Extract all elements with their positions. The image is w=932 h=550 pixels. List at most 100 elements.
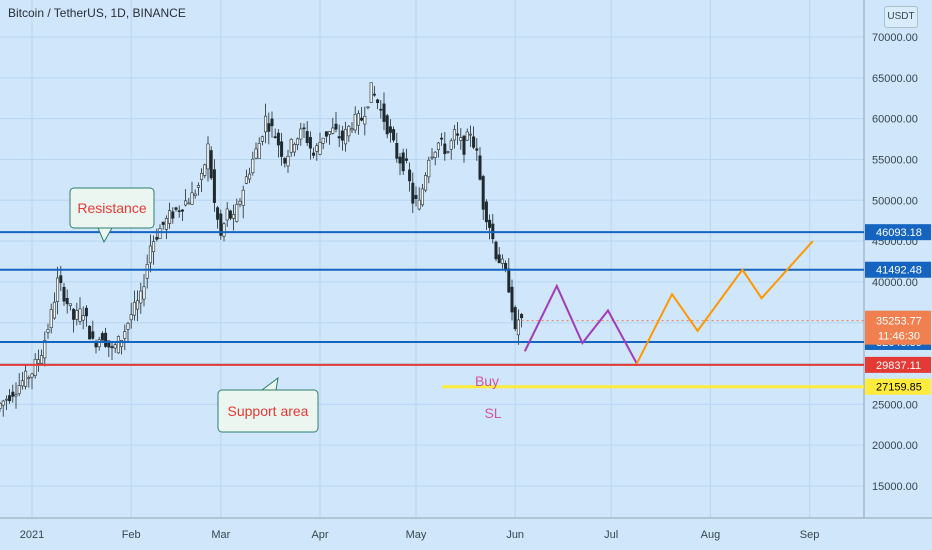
candle-body bbox=[241, 189, 245, 206]
candle-body bbox=[152, 241, 156, 253]
candle-body bbox=[328, 131, 332, 135]
candle-body bbox=[78, 308, 82, 322]
x-tick-label: Sep bbox=[800, 529, 820, 541]
projection-path-orange bbox=[635, 240, 814, 364]
candle-body bbox=[312, 152, 316, 156]
candle-body bbox=[363, 115, 367, 125]
candle-body bbox=[520, 313, 524, 319]
candle-body bbox=[443, 143, 447, 155]
candle-body bbox=[424, 175, 428, 191]
x-tick-label: May bbox=[406, 529, 427, 541]
y-tick-label: 15000.00 bbox=[872, 481, 918, 493]
callout-text: Support area bbox=[228, 403, 309, 419]
candle-body bbox=[110, 346, 114, 349]
price-level-label: 27159.85 bbox=[876, 382, 922, 394]
x-tick-label: Feb bbox=[122, 529, 141, 541]
candle-body bbox=[155, 237, 159, 240]
annotation-callout: Support area bbox=[217, 376, 319, 433]
candle-body bbox=[436, 142, 440, 151]
candle-body bbox=[334, 123, 338, 130]
candle-body bbox=[299, 128, 303, 140]
candle-body bbox=[20, 380, 24, 387]
price-level-badge bbox=[865, 356, 931, 373]
candle-body bbox=[30, 373, 34, 378]
candle-body bbox=[174, 207, 178, 210]
candle-body bbox=[100, 333, 104, 341]
candle-body bbox=[84, 307, 88, 317]
candle-body bbox=[142, 286, 146, 300]
candle-body bbox=[120, 340, 124, 347]
candle-body bbox=[507, 268, 511, 293]
candle-body bbox=[270, 118, 274, 127]
candle-body bbox=[340, 130, 344, 141]
candle-body bbox=[276, 132, 280, 146]
candle-body bbox=[430, 156, 434, 159]
candle-body bbox=[337, 136, 341, 139]
candle-body bbox=[500, 258, 504, 264]
candle-body bbox=[302, 127, 306, 130]
candle-body bbox=[408, 169, 412, 182]
candle-body bbox=[344, 128, 348, 145]
x-tick-label: Jul bbox=[604, 529, 618, 541]
candle-body bbox=[315, 145, 319, 152]
candle-body bbox=[411, 182, 415, 204]
candle-body bbox=[116, 336, 120, 354]
x-tick-label: Jun bbox=[506, 529, 524, 541]
candle-body bbox=[212, 169, 216, 203]
candle-body bbox=[452, 129, 456, 141]
candle-body bbox=[516, 319, 520, 336]
candle-body bbox=[372, 93, 376, 96]
candle-body bbox=[187, 202, 191, 205]
candle-body bbox=[43, 340, 47, 359]
price-level-label: 46093.18 bbox=[876, 227, 922, 239]
candle-body bbox=[40, 355, 44, 364]
candle-body bbox=[27, 377, 31, 379]
candle-body bbox=[219, 213, 223, 236]
candle-body bbox=[164, 218, 168, 230]
currency-button[interactable]: USDT bbox=[884, 6, 918, 28]
y-tick-label: 55000.00 bbox=[872, 154, 918, 166]
candle-body bbox=[75, 310, 79, 320]
price-level-label: 29837.11 bbox=[876, 360, 921, 372]
candle-body bbox=[257, 143, 261, 159]
price-level-label: 41492.48 bbox=[876, 265, 922, 277]
y-tick-label: 65000.00 bbox=[872, 73, 918, 85]
candle-body bbox=[433, 151, 437, 158]
candle-body bbox=[36, 359, 40, 364]
candle-body bbox=[203, 164, 207, 176]
candle-body bbox=[97, 339, 101, 348]
candle-body bbox=[52, 301, 56, 319]
candle-body bbox=[254, 148, 258, 159]
candle-body bbox=[385, 115, 389, 135]
candle-body bbox=[360, 117, 364, 121]
callout-pointer bbox=[97, 227, 113, 244]
candle-body bbox=[62, 286, 66, 302]
candle-body bbox=[459, 137, 463, 141]
candle-body bbox=[331, 127, 335, 134]
candle-body bbox=[260, 136, 264, 142]
candle-body bbox=[46, 329, 50, 333]
candle-body bbox=[440, 137, 444, 140]
candle-body bbox=[235, 204, 239, 222]
candle-body bbox=[484, 201, 488, 223]
buy-label: Buy bbox=[475, 373, 499, 389]
candle-body bbox=[244, 176, 248, 184]
candle-body bbox=[59, 275, 63, 284]
candle-body bbox=[200, 172, 204, 180]
candle-body bbox=[376, 99, 380, 103]
candle-body bbox=[216, 207, 220, 220]
candle-body bbox=[350, 128, 354, 131]
candle-body bbox=[129, 314, 133, 321]
candle-body bbox=[382, 103, 386, 122]
candle-body bbox=[0, 403, 2, 409]
candle-body bbox=[196, 185, 200, 188]
candle-body bbox=[481, 176, 485, 210]
chart-title: Bitcoin / TetherUS, 1D, BINANCE bbox=[8, 6, 186, 20]
candle-body bbox=[107, 340, 111, 348]
candle-body bbox=[222, 223, 226, 237]
y-tick-label: 20000.00 bbox=[872, 440, 918, 452]
candle-body bbox=[4, 398, 8, 401]
candle-body bbox=[126, 323, 130, 330]
